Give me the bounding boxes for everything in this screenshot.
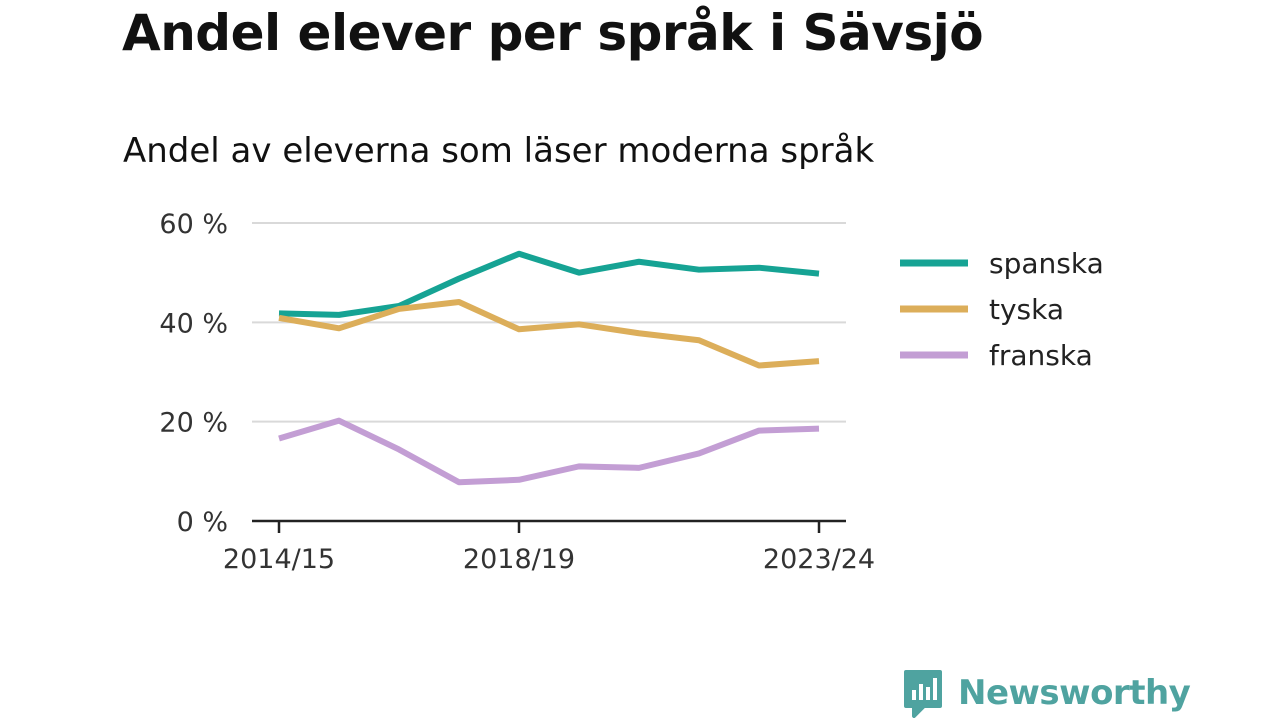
y-tick-label: 40 % (159, 308, 228, 339)
y-tick-label: 60 % (159, 209, 228, 240)
chart-title: Andel elever per språk i Sävsjö (122, 4, 984, 62)
newsworthy-logo: Newsworthy (902, 668, 1191, 718)
legend-label-spanska: spanska (989, 247, 1104, 280)
series-line-spanska (278, 250, 820, 318)
x-tick-label: 2018/19 (463, 544, 575, 575)
x-tick-label: 2014/15 (223, 544, 335, 575)
logo-text: Newsworthy (958, 673, 1191, 713)
bar-chart-speech-bubble-icon (904, 670, 942, 718)
y-tick-label: 0 % (177, 507, 228, 538)
y-tick-label: 20 % (159, 408, 228, 439)
legend-label-franska: franska (989, 339, 1093, 372)
series-line-tyska (278, 298, 820, 369)
legend-label-tyska: tyska (989, 293, 1064, 326)
chart-subtitle: Andel av eleverna som läser moderna språ… (123, 131, 875, 171)
series-line-franska (278, 417, 820, 486)
x-tick-label: 2023/24 (763, 544, 875, 575)
